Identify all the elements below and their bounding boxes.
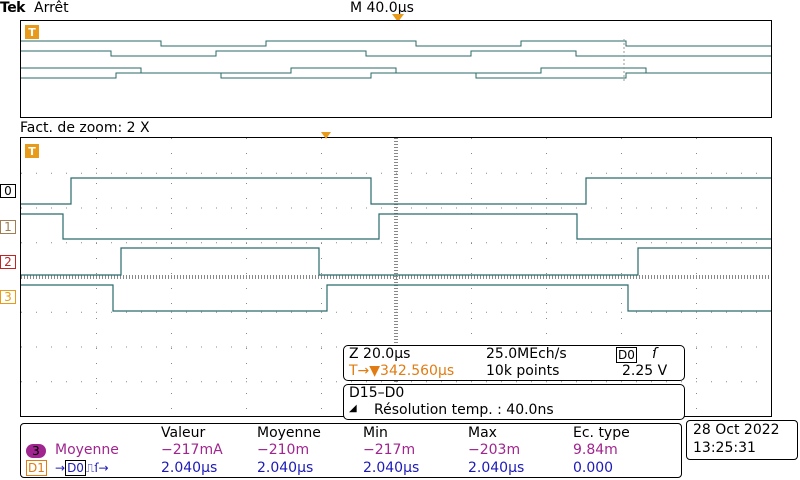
edge-to-edge-icon: ⎍ſ→: [85, 461, 109, 475]
channel-tag-1[interactable]: 1: [0, 220, 16, 234]
measurement-min: −217m: [363, 442, 416, 458]
zoom-scale: Z 20.0µs: [349, 346, 411, 362]
trigger-source: D0: [616, 347, 637, 363]
timebase-readout[interactable]: M 40.0µs: [350, 0, 414, 16]
measurement-value: −217mA: [161, 442, 223, 458]
measurement-delay-label: → D0 ⎍ſ→: [55, 460, 109, 476]
zoom-factor-label: Fact. de zoom: 2 X: [20, 120, 150, 136]
sample-rate: 25.0MEch/s: [486, 346, 567, 362]
time-display: 13:25:31: [693, 440, 756, 456]
bus-info-box[interactable]: D15–D0 ◢ Résolution temp. : 40.0ns: [343, 384, 685, 420]
measurement-source-3: 3: [26, 443, 46, 459]
measurement-mean: −210m: [257, 442, 310, 458]
overview-waveform-panel[interactable]: T: [20, 20, 772, 118]
acquisition-info-box[interactable]: Z 20.0µs 25.0MEch/s D0 ſ T→▼342.560µs 10…: [343, 345, 685, 381]
delay-value: 2.040µs: [161, 460, 218, 476]
zoom-trigger-icon: [321, 132, 331, 139]
time-resolution: Résolution temp. : 40.0ns: [374, 402, 554, 418]
col-header-mean: Moyenne: [257, 425, 321, 441]
channel-tag-2[interactable]: 2: [0, 255, 16, 269]
trigger-position-icon: [392, 14, 404, 22]
channel-tag-0[interactable]: 0: [0, 184, 16, 198]
rising-edge-icon: ſ: [652, 346, 657, 362]
threshold-level: 2.25 V: [622, 363, 668, 379]
measurement-source-d1: D1: [26, 460, 47, 476]
measurement-type: Moyenne: [55, 442, 119, 458]
delay-mean: 2.040µs: [257, 460, 314, 476]
date-display: 28 Oct 2022: [693, 422, 780, 438]
col-header-max: Max: [468, 425, 497, 441]
measurement-stdev: 9.84m: [573, 442, 618, 458]
trigger-marker-icon: T: [25, 144, 39, 158]
delay-stdev: 0.000: [573, 460, 614, 476]
col-header-stdev: Ec. type: [573, 425, 630, 441]
bus-label: D15–D0: [349, 385, 405, 401]
col-header-min: Min: [363, 425, 388, 441]
overview-traces: [21, 39, 771, 81]
channel-tag-3[interactable]: 3: [0, 290, 16, 304]
delay-max: 2.040µs: [468, 460, 525, 476]
trigger-marker-icon: T: [25, 25, 39, 39]
graticule-grid: [21, 138, 771, 415]
record-length: 10k points: [486, 363, 560, 379]
measurement-panel[interactable]: Valeur Moyenne Min Max Ec. type 3 Moyenn…: [20, 423, 682, 478]
brand-logo: Tek: [0, 0, 26, 16]
resolution-icon: ◢: [349, 403, 357, 414]
col-header-value: Valeur: [161, 425, 206, 441]
measurement-max: −203m: [468, 442, 521, 458]
acquisition-status: Arrêt: [34, 0, 69, 16]
trigger-position: T→▼342.560µs: [349, 363, 455, 379]
delay-min: 2.040µs: [363, 460, 420, 476]
datetime-box: 28 Oct 2022 13:25:31: [686, 420, 798, 460]
